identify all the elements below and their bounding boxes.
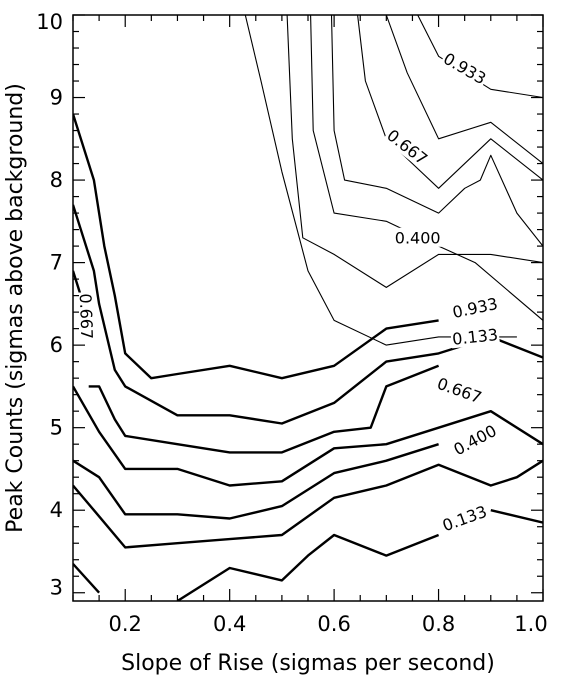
contour-label-8: 0.667: [76, 291, 97, 341]
y-tick-label: 9: [50, 86, 63, 110]
y-tick-label: 7: [50, 251, 63, 275]
contour-line-11: [88, 364, 440, 454]
x-tick-label: 0.6: [317, 612, 350, 636]
contour-labels: 0.9330.6670.4000.9330.1330.6670.4000.667…: [76, 47, 501, 536]
y-axis-title: Peak Counts (sigmas above background): [3, 83, 28, 533]
contour-label-3: 0.400: [393, 227, 442, 247]
x-axis-title: Slope of Rise (sigmas per second): [121, 651, 495, 676]
svg-text:0.133: 0.133: [451, 325, 499, 349]
contour-line-3: [310, 15, 543, 321]
contour-line-5: [357, 15, 543, 189]
y-tick-label: 10: [36, 10, 63, 34]
x-tick-labels: 0.2 0.4 0.6 0.8 1.0: [109, 612, 548, 636]
svg-text:0.133: 0.133: [440, 502, 490, 536]
contour-lines: [73, 15, 543, 601]
y-tick-label: 6: [50, 333, 63, 357]
svg-text:0.667: 0.667: [76, 293, 97, 339]
contour-label-2: 0.667: [382, 124, 433, 169]
contour-line-4: [330, 15, 543, 247]
contour-line-16: [176, 533, 440, 601]
contour-line-17: [490, 509, 543, 524]
y-tick-label: 5: [50, 416, 63, 440]
svg-text:0.667: 0.667: [435, 374, 485, 408]
y-tick-label: 3: [50, 576, 63, 600]
contour-line-2: [286, 15, 543, 288]
x-tick-label: 0.4: [213, 612, 246, 636]
svg-text:0.400: 0.400: [395, 228, 441, 247]
contour-line-8: [73, 113, 439, 380]
contour-line-9: [73, 204, 543, 425]
contour-line-6: [385, 15, 543, 165]
contour-label-6: 0.667: [433, 372, 486, 408]
svg-text:0.400: 0.400: [450, 421, 499, 459]
y-tick-label: 4: [50, 498, 63, 522]
svg-text:0.933: 0.933: [440, 49, 489, 88]
contour-line-13: [73, 443, 439, 520]
x-tick-label: 0.2: [109, 612, 142, 636]
contour-label-1: 0.933: [439, 47, 491, 89]
x-tick-label: 0.8: [422, 612, 455, 636]
contour-label-4: 0.933: [449, 293, 501, 322]
x-tick-label: 1.0: [514, 612, 547, 636]
contour-label-7: 0.400: [449, 420, 501, 460]
axis-ticks: [72, 14, 544, 601]
contour-label-9: 0.133: [438, 500, 491, 536]
svg-text:0.667: 0.667: [383, 126, 431, 169]
contour-line-12: [73, 385, 543, 487]
svg-text:0.933: 0.933: [451, 294, 500, 322]
y-tick-label: 8: [50, 168, 63, 192]
y-tick-labels: 3 4 5 6 7 8 9 10: [36, 10, 63, 600]
contour-line-14: [73, 459, 543, 549]
contour-label-5: 0.133: [450, 324, 500, 349]
contour-line-15: [73, 563, 100, 594]
